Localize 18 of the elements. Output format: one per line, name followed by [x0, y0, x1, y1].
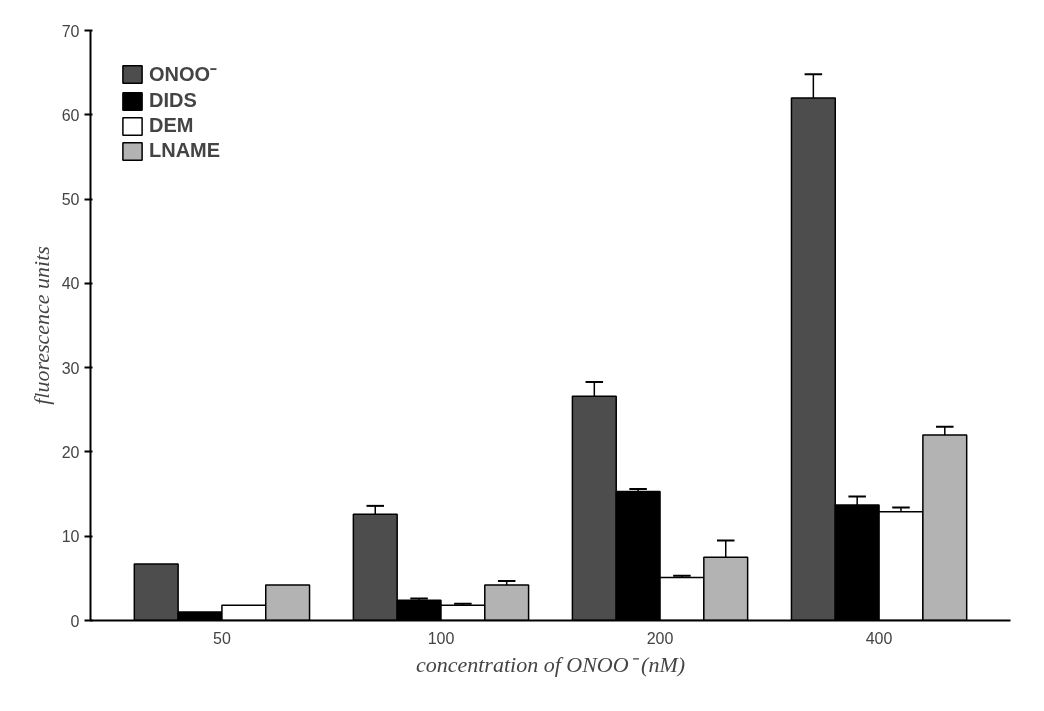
x-tick-label: 50: [213, 629, 231, 647]
y-tick-label: 30: [61, 359, 80, 377]
x-axis-title: concentration of ONOO⁻ (nM): [415, 651, 686, 677]
legend-label: ONOO⁻: [149, 62, 218, 87]
x-tick-label: 200: [646, 629, 674, 647]
y-tick-label: 40: [61, 275, 80, 293]
legend-label: DEM: [149, 114, 194, 137]
y-tick-label: 20: [61, 443, 80, 461]
y-tick-label: 60: [61, 106, 80, 124]
y-tick-label: 70: [61, 22, 80, 40]
y-tick-label: 50: [61, 191, 80, 209]
y-tick-label: 10: [61, 528, 80, 546]
x-tick-label: 100: [427, 629, 455, 647]
y-tick-label: 0: [70, 612, 80, 630]
x-tick-label: 400: [865, 629, 893, 647]
legend-label: DIDS: [149, 89, 197, 112]
y-axis-title: fluorescence units: [28, 246, 54, 405]
legend-label: LNAME: [149, 139, 221, 162]
